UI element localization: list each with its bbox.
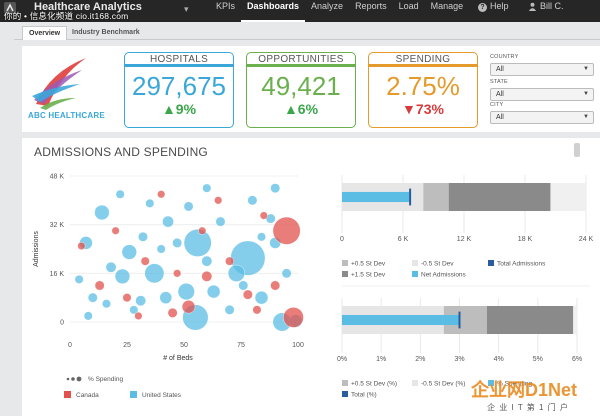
kpi-title: OPPORTUNITIES	[247, 53, 355, 67]
nav-item-analyze[interactable]: Analyze	[311, 1, 344, 11]
nav-item-dashboards[interactable]: Dashboards	[241, 0, 306, 22]
country-select-value: All	[496, 66, 504, 73]
country-filter-label: COUNTRY	[490, 54, 519, 60]
state-select-value: All	[496, 91, 504, 98]
brand-name: ABC HEALTHCARE	[28, 111, 105, 120]
city-filter-label: CITY	[490, 102, 504, 108]
kpi-value: 297,675	[132, 71, 226, 101]
nav-item-load[interactable]: Load	[398, 1, 419, 11]
kpi-card-hospitals[interactable]: HOSPITALS 297,675 ▲9%	[124, 52, 234, 128]
nav-item-manage[interactable]: Manage	[430, 1, 464, 11]
panel-scrollbar[interactable]	[574, 143, 580, 157]
chevron-down-icon: ▼	[583, 91, 589, 97]
nav-item-kpis[interactable]: KPIs	[216, 1, 236, 11]
user-icon[interactable]	[528, 2, 537, 11]
top-navigation-bar: Healthcare Analytics 你的 • 信息化频道 cio.it16…	[0, 0, 600, 22]
help-link[interactable]: ? Help	[478, 0, 509, 12]
country-select[interactable]: All ▼	[490, 63, 594, 76]
nav-item-reports[interactable]: Reports	[355, 1, 387, 11]
chevron-down-icon: ▼	[583, 66, 589, 72]
app-logo-icon	[4, 2, 16, 14]
site-watermark: 你的 • 信息化频道 cio.it168.com	[4, 11, 129, 21]
kpi-value: 49,421	[261, 71, 341, 101]
kpi-delta: ▲6%	[283, 101, 319, 117]
app-title[interactable]: Healthcare Analytics	[34, 1, 142, 13]
tab-overview[interactable]: Overview	[22, 26, 68, 40]
chevron-down-icon: ▼	[583, 114, 589, 120]
kpi-card-opportunities[interactable]: OPPORTUNITIES 49,421 ▲6%	[246, 52, 356, 128]
main-nav: KPIs Dashboards Analyze Reports Load Man…	[210, 0, 469, 22]
kpi-title: SPENDING	[369, 53, 477, 67]
help-label: Help	[490, 1, 509, 11]
state-select[interactable]: All ▼	[490, 88, 594, 101]
city-select-value: All	[496, 114, 504, 121]
app-menu-chevron-icon[interactable]: ▾	[184, 4, 189, 14]
abc-healthcare-logo-icon	[32, 58, 86, 110]
kpi-value: 2.75%	[386, 71, 460, 101]
user-menu[interactable]: Bill C.	[540, 1, 564, 11]
panel-title: ADMISSIONS AND SPENDING	[34, 145, 208, 159]
kpi-title: HOSPITALS	[125, 53, 233, 67]
kpi-delta: ▼73%	[402, 101, 444, 117]
help-icon: ?	[478, 3, 487, 12]
tab-industry-benchmark[interactable]: Industry Benchmark	[72, 29, 140, 36]
kpi-card-spending[interactable]: SPENDING 2.75% ▼73%	[368, 52, 478, 128]
dashboard-tabs: Overview Industry Benchmark	[14, 24, 600, 40]
state-filter-label: STATE	[490, 79, 508, 85]
city-select[interactable]: All ▼	[490, 111, 594, 124]
kpi-delta: ▲9%	[161, 101, 197, 117]
admissions-spending-panel	[22, 138, 600, 416]
